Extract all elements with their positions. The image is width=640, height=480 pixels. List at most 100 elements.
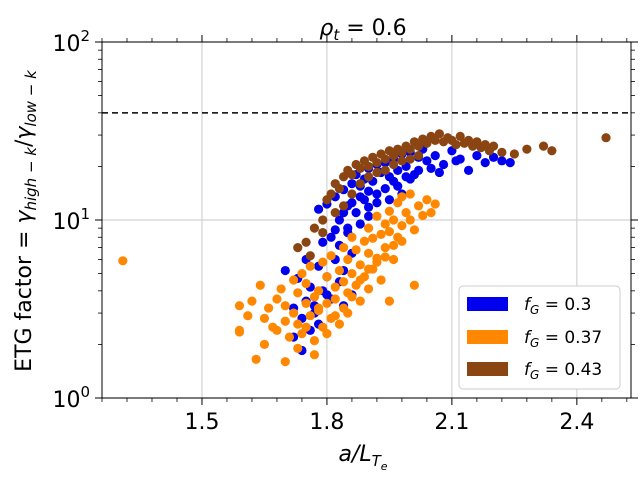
- point-s0-85: [434, 167, 444, 178]
- point-s0-86: [451, 156, 461, 166]
- point-s1-81: [409, 280, 420, 290]
- point-s0-83: [401, 172, 411, 182]
- point-s1-95: [363, 264, 374, 274]
- y-tick-label-1: 101: [52, 205, 90, 235]
- point-s2-0: [293, 242, 303, 253]
- point-s0-81: [384, 195, 395, 205]
- y-tick-label-0: 100: [52, 383, 90, 413]
- point-s1-3: [234, 327, 245, 337]
- point-s1-45: [343, 254, 353, 265]
- point-s2-28: [422, 138, 432, 148]
- point-s2-7: [334, 184, 345, 194]
- point-s0-80: [372, 189, 382, 199]
- point-s1-80: [430, 199, 440, 209]
- point-s1-94: [355, 275, 365, 285]
- point-s0-23: [422, 156, 432, 166]
- point-s2-56: [388, 159, 399, 170]
- point-s1-9: [259, 313, 270, 324]
- point-s1-30: [313, 286, 324, 296]
- point-s1-43: [338, 277, 349, 287]
- point-s2-26: [413, 141, 424, 151]
- point-s2-16: [372, 158, 382, 168]
- point-s1-39: [330, 294, 340, 304]
- point-s1-96: [372, 257, 382, 267]
- point-s1-97: [380, 252, 390, 262]
- point-s1-93: [347, 292, 357, 302]
- point-s2-48: [538, 141, 549, 151]
- point-s1-46: [347, 268, 357, 279]
- point-s1-21: [293, 288, 303, 298]
- point-s1-83: [363, 284, 374, 294]
- point-s1-57: [368, 233, 378, 243]
- point-s2-31: [434, 129, 444, 139]
- point-s0-76: [338, 208, 349, 218]
- point-s0-45: [326, 232, 336, 242]
- point-s2-36: [455, 131, 465, 141]
- point-s1-73: [405, 215, 415, 225]
- legend: fG = 0.3 fG = 0.37 fG = 0.43: [458, 285, 621, 390]
- point-s1-18: [289, 275, 299, 285]
- point-s1-78: [422, 195, 432, 205]
- point-s0-75: [330, 225, 340, 235]
- point-s1-5: [247, 296, 257, 306]
- point-s2-5: [326, 189, 336, 199]
- x-tick-label-0: 1.5: [184, 410, 219, 435]
- point-s1-16: [280, 301, 290, 311]
- point-s1-15: [280, 316, 290, 326]
- legend-swatch-1: [467, 330, 508, 344]
- point-s1-92: [338, 303, 349, 313]
- point-s0-49: [355, 219, 365, 229]
- point-s1-40: [334, 265, 345, 276]
- point-s1-60: [376, 229, 386, 240]
- point-s1-4: [243, 311, 253, 321]
- point-s0-71: [280, 265, 290, 276]
- point-s1-98: [388, 240, 399, 250]
- point-s1-99: [397, 236, 407, 246]
- point-s2-63: [305, 251, 315, 261]
- data-points: [118, 129, 611, 367]
- point-s1-32: [318, 257, 328, 267]
- point-s1-38: [330, 282, 340, 292]
- point-s0-25: [430, 151, 440, 161]
- point-s2-61: [330, 208, 340, 218]
- legend-label-0: fG = 0.3: [524, 295, 591, 317]
- point-s1-85: [322, 329, 332, 339]
- point-s0-5: [347, 179, 357, 189]
- point-s1-20: [293, 319, 303, 329]
- point-s1-76: [413, 201, 424, 211]
- point-s1-26: [305, 311, 315, 321]
- point-s1-8: [259, 339, 270, 350]
- point-s1-90: [313, 303, 324, 313]
- point-s0-32: [488, 152, 499, 162]
- point-s1-22: [297, 268, 307, 279]
- point-s0-24: [426, 163, 436, 173]
- point-s2-1: [301, 237, 311, 247]
- point-s2-49: [547, 146, 557, 156]
- point-s0-78: [355, 192, 365, 202]
- point-s0-50: [363, 211, 374, 221]
- y-axis-label: ETG factor = γhigh − k/γlow − k: [12, 69, 40, 372]
- point-s2-44: [488, 141, 499, 151]
- point-s2-30: [430, 135, 440, 146]
- y-tick-label-2: 102: [52, 27, 90, 57]
- point-s2-47: [522, 144, 532, 154]
- point-s1-72: [401, 208, 411, 218]
- legend-label-2: fG = 0.43: [524, 360, 602, 382]
- point-s1-50: [355, 260, 365, 270]
- point-s1-47: [347, 232, 357, 242]
- point-s0-41: [380, 184, 390, 194]
- point-s0-40: [372, 198, 382, 208]
- point-s0-37: [351, 208, 361, 218]
- x-tick-label-2: 2.1: [434, 410, 469, 435]
- point-s1-64: [384, 206, 395, 216]
- point-s1-41: [334, 319, 345, 329]
- point-s1-49: [351, 245, 361, 255]
- point-s2-57: [397, 156, 407, 166]
- point-s1-88: [280, 357, 290, 367]
- axis-ticks: 1.5 1.8 2.1 2.4 100 101 102: [52, 27, 638, 435]
- x-axis-label: a/LTe: [338, 442, 387, 473]
- point-s2-53: [363, 172, 374, 182]
- point-s1-70: [397, 221, 407, 231]
- point-s2-12: [355, 163, 365, 173]
